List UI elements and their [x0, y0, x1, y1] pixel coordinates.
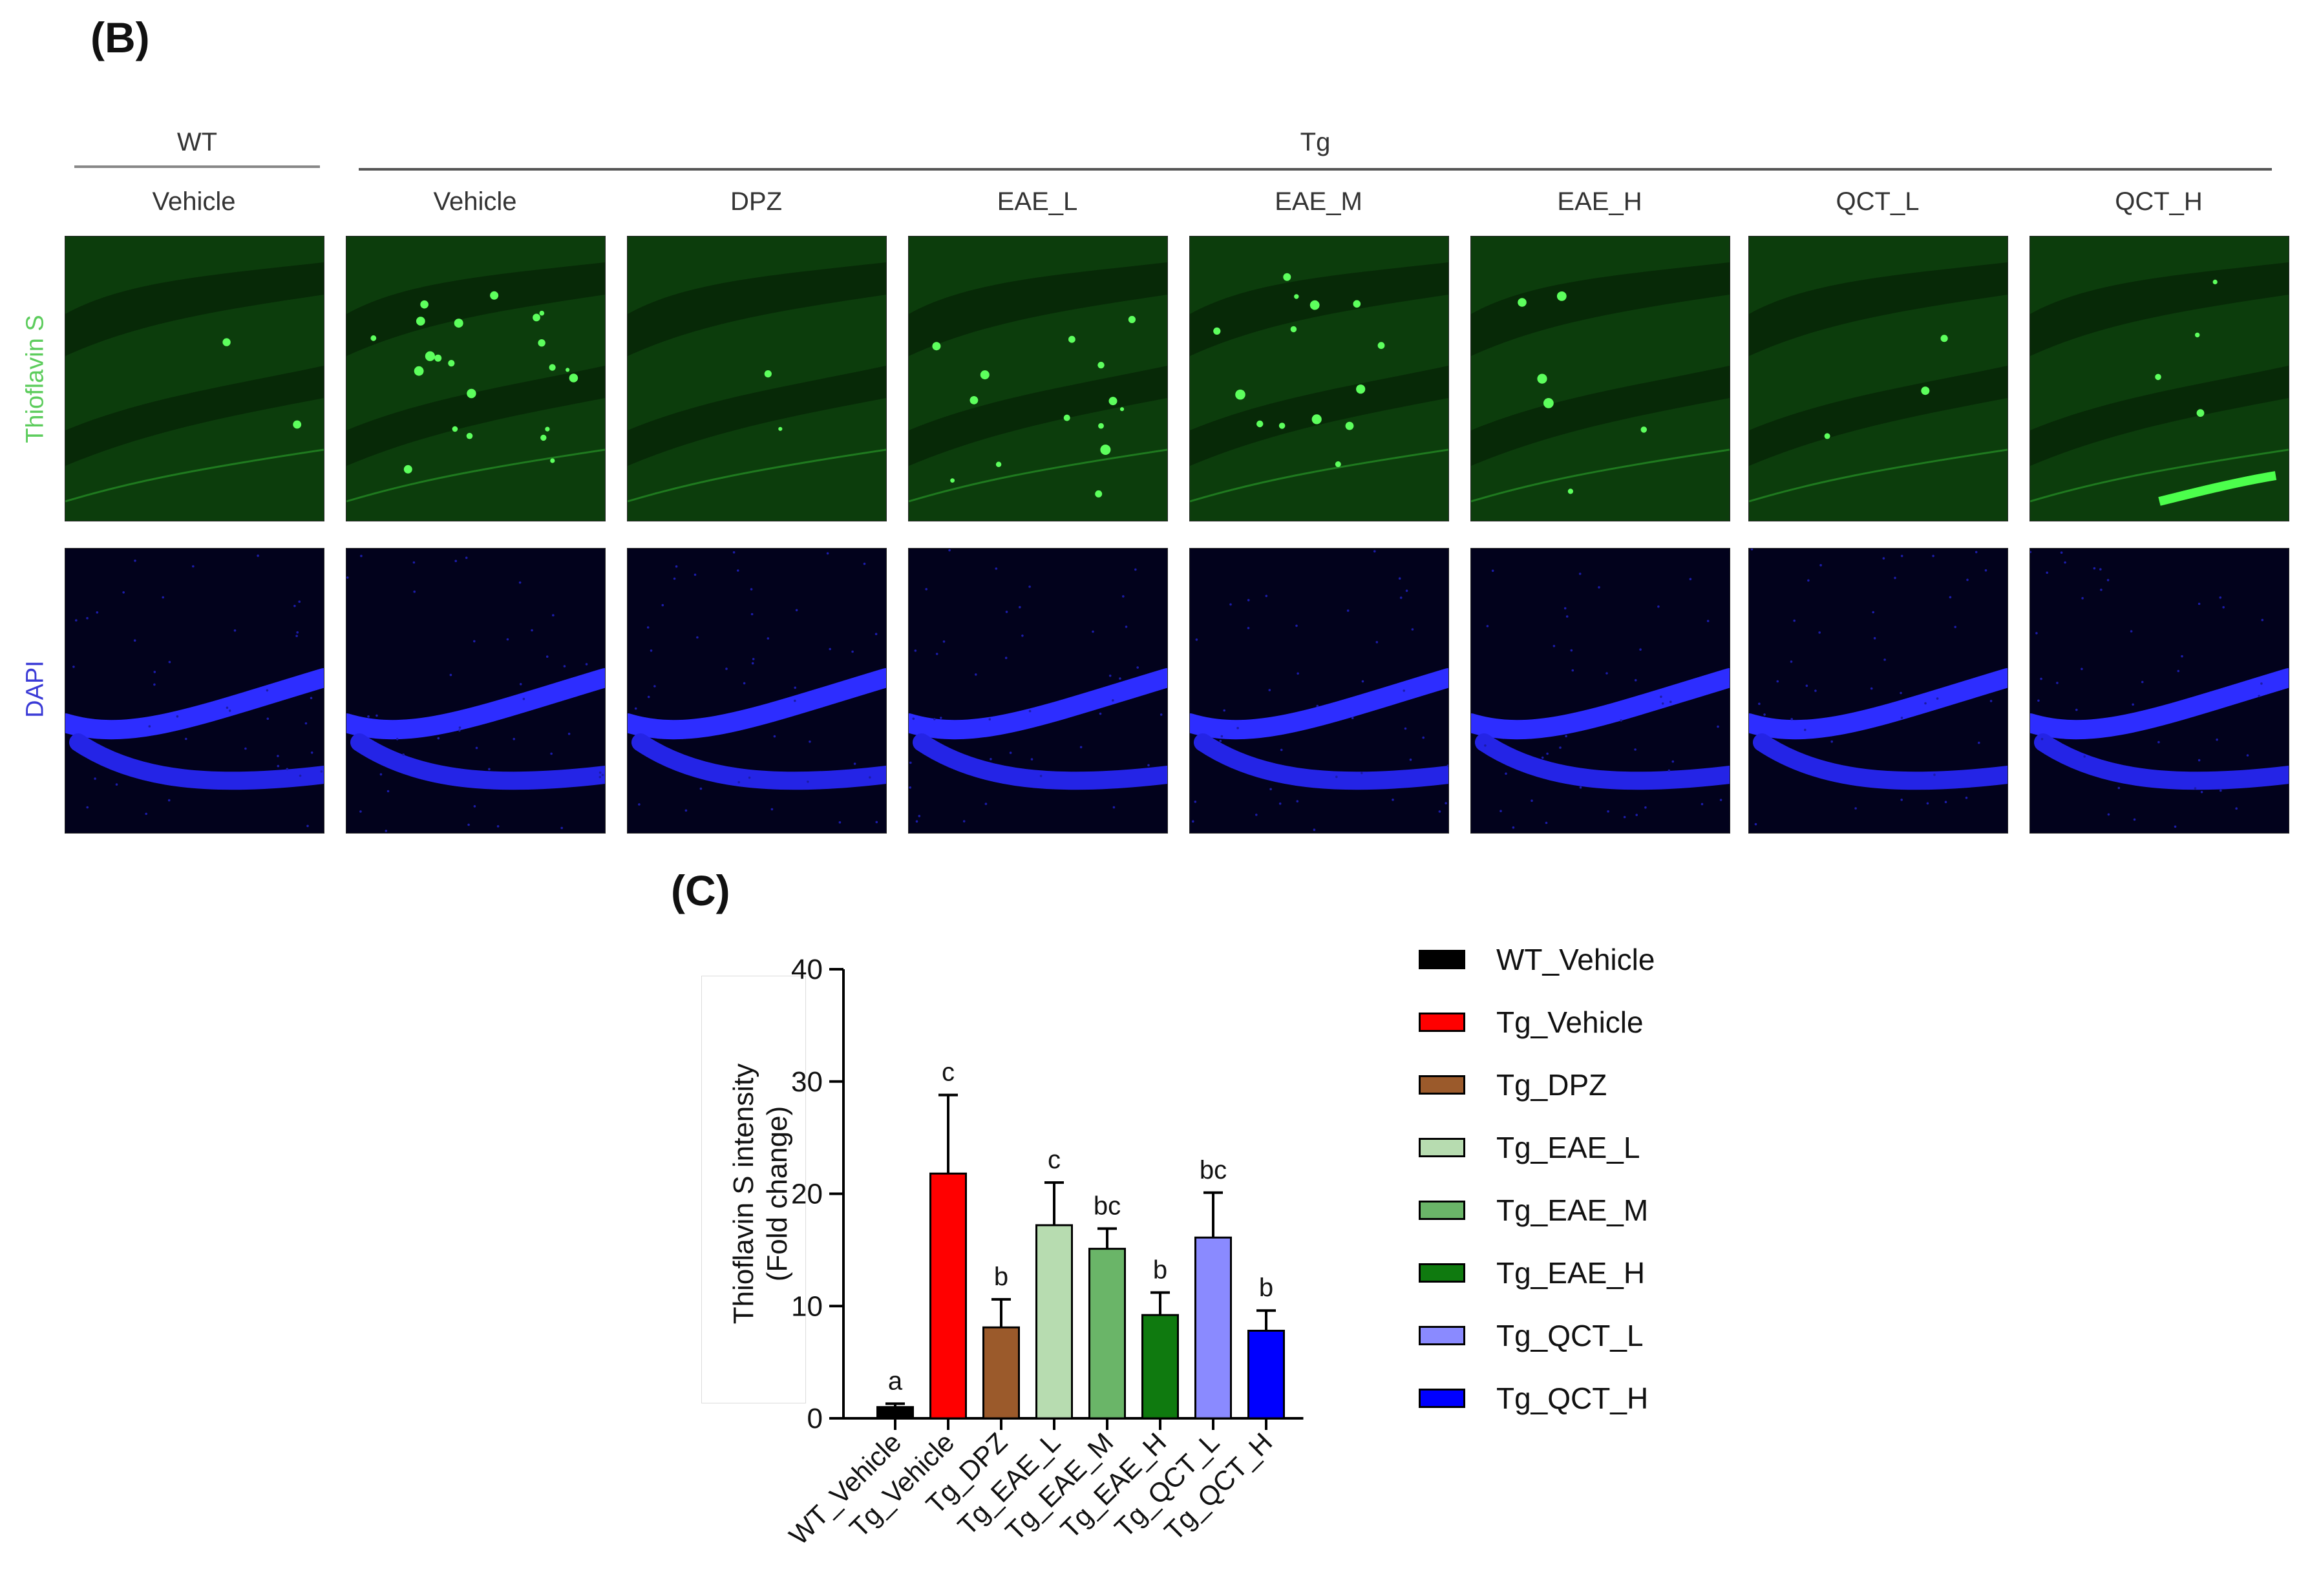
column-label-0: Vehicle	[152, 187, 236, 216]
column-label-7: QCT_H	[2115, 187, 2203, 216]
thioflavin-image-6	[1748, 236, 2008, 521]
group-label-tg: Tg	[1300, 128, 1331, 156]
legend-swatch	[1419, 1201, 1465, 1220]
significance-label-7: b	[1259, 1274, 1273, 1302]
dapi-image-3	[908, 548, 1168, 834]
legend-swatch	[1419, 1389, 1465, 1408]
y-tick-label-2: 20	[791, 1179, 823, 1210]
legend-swatch	[1419, 1075, 1465, 1095]
legend-swatch	[1419, 1326, 1465, 1345]
bar-5	[1141, 1314, 1179, 1420]
group-line-tg	[359, 168, 2272, 171]
significance-label-3: c	[1048, 1146, 1061, 1174]
legend-swatch	[1419, 1263, 1465, 1283]
bar-6	[1194, 1236, 1232, 1420]
bar-chart: 0 10 20 30 40 Thioflavin S intensity (Fold cha…	[728, 954, 1304, 1551]
group-label-wt: WT	[176, 128, 218, 156]
dapi-image-5	[1470, 548, 1730, 834]
legend-swatch	[1419, 1138, 1465, 1157]
thioflavin-image-1	[346, 236, 606, 521]
significance-label-5: b	[1153, 1255, 1167, 1284]
y-tick-label-1: 10	[791, 1290, 823, 1322]
legend-item: Tg_DPZ	[1419, 1059, 1655, 1111]
column-label-5: EAE_H	[1557, 187, 1642, 216]
legend-label: Tg_QCT_H	[1496, 1381, 1649, 1415]
column-label-4: EAE_M	[1275, 187, 1362, 216]
legend-item: WT_Vehicle	[1419, 934, 1655, 985]
y-tick-label-0: 0	[807, 1403, 823, 1434]
legend-item: Tg_QCT_L	[1419, 1310, 1655, 1361]
panel-b-label: (B)	[90, 14, 150, 61]
significance-label-4: bc	[1094, 1192, 1121, 1220]
group-line-wt	[74, 165, 320, 168]
bar-4	[1088, 1248, 1126, 1420]
bar-2	[982, 1326, 1020, 1420]
legend-item: Tg_QCT_H	[1419, 1372, 1655, 1424]
chart-legend: WT_Vehicle Tg_Vehicle Tg_DPZ Tg_EAE_L Tg_EAE…	[1419, 934, 1655, 1435]
row-label-thioflavin: Thioflavin S	[21, 315, 49, 443]
legend-label: Tg_Vehicle	[1496, 1005, 1644, 1039]
significance-label-6: bc	[1200, 1156, 1227, 1184]
column-label-2: DPZ	[730, 187, 782, 216]
significance-label-0: a	[888, 1367, 903, 1395]
column-label-3: EAE_L	[997, 187, 1078, 216]
y-axis-label-line-1: (Fold change)	[761, 1106, 793, 1281]
y-tick-label-4: 40	[791, 954, 823, 985]
legend-item: Tg_Vehicle	[1419, 996, 1655, 1048]
significance-label-2: b	[994, 1263, 1008, 1291]
significance-label-1: c	[942, 1058, 955, 1087]
thioflavin-image-5	[1470, 236, 1730, 521]
legend-item: Tg_EAE_M	[1419, 1184, 1655, 1236]
bar-1	[929, 1172, 967, 1420]
legend-item: Tg_EAE_L	[1419, 1122, 1655, 1173]
y-tick-label-3: 30	[791, 1066, 823, 1098]
thioflavin-image-0	[65, 236, 324, 521]
thioflavin-image-2	[627, 236, 887, 521]
thioflavin-image-7	[2029, 236, 2289, 521]
dapi-image-2	[627, 548, 887, 834]
bar-3	[1035, 1224, 1073, 1420]
legend-label: Tg_EAE_M	[1496, 1193, 1649, 1227]
dapi-image-0	[65, 548, 324, 834]
row-label-dapi: DAPI	[21, 660, 49, 718]
dapi-image-1	[346, 548, 606, 834]
legend-label: Tg_DPZ	[1496, 1068, 1607, 1102]
thioflavin-image-4	[1189, 236, 1449, 521]
thioflavin-image-3	[908, 236, 1168, 521]
legend-label: Tg_EAE_L	[1496, 1131, 1640, 1164]
legend-label: Tg_EAE_H	[1496, 1256, 1646, 1290]
legend-swatch	[1419, 950, 1465, 969]
dapi-image-7	[2029, 548, 2289, 834]
bar-7	[1247, 1329, 1285, 1420]
column-label-6: QCT_L	[1836, 187, 1920, 216]
bar-0	[876, 1406, 914, 1420]
column-label-1: Vehicle	[433, 187, 517, 216]
y-axis-label-line-0: Thioflavin S intensity	[728, 1064, 759, 1325]
panel-c-label: (C)	[671, 866, 730, 914]
legend-label: WT_Vehicle	[1496, 943, 1655, 976]
legend-label: Tg_QCT_L	[1496, 1319, 1644, 1352]
legend-swatch	[1419, 1013, 1465, 1032]
ylabel-box	[701, 976, 806, 1403]
dapi-image-6	[1748, 548, 2008, 834]
dapi-image-4	[1189, 548, 1449, 834]
legend-item: Tg_EAE_H	[1419, 1247, 1655, 1299]
